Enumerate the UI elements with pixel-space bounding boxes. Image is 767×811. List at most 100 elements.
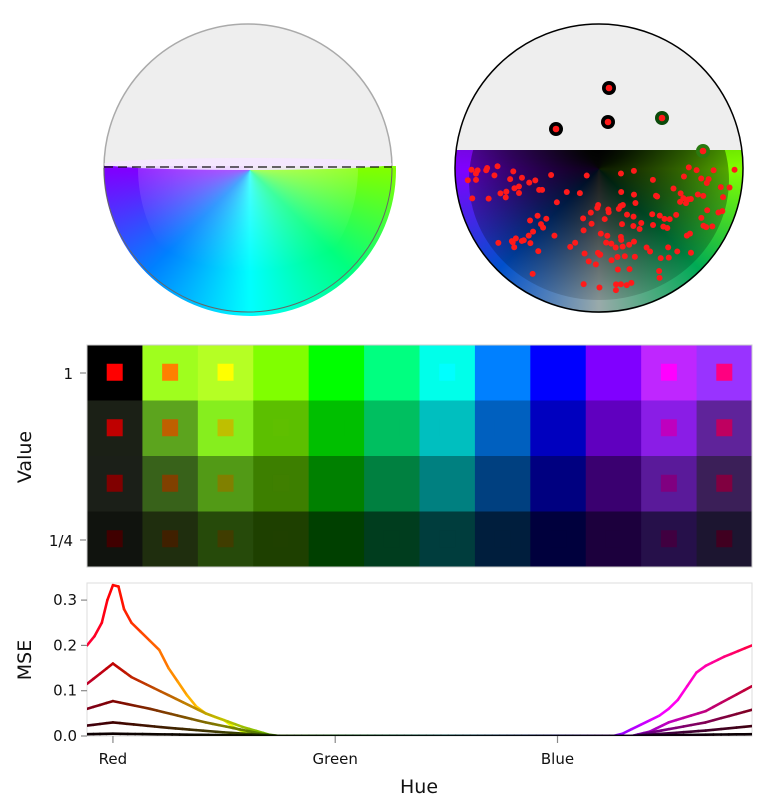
red-point bbox=[685, 164, 692, 171]
red-point bbox=[601, 216, 608, 223]
red-point bbox=[472, 170, 479, 177]
value-hue-grid bbox=[87, 345, 753, 568]
mse-line-segment bbox=[182, 701, 193, 708]
grid-cell-inner bbox=[494, 419, 511, 437]
red-point bbox=[654, 193, 661, 200]
grid-cell-inner bbox=[439, 363, 456, 381]
mse-line-segment bbox=[139, 630, 152, 643]
red-point bbox=[508, 238, 515, 245]
red-point bbox=[677, 198, 684, 205]
mse-line-segment bbox=[176, 680, 189, 697]
mse-line-segment bbox=[93, 621, 104, 638]
grid-cell-inner bbox=[660, 419, 677, 437]
red-point bbox=[507, 176, 514, 183]
red-point bbox=[731, 166, 738, 173]
xtick-label: Green bbox=[312, 750, 357, 768]
mse-line-segment bbox=[144, 683, 155, 690]
red-point bbox=[464, 177, 471, 184]
red-point bbox=[626, 266, 633, 273]
mse-line-segment bbox=[157, 648, 170, 670]
highlighted-point bbox=[658, 114, 666, 122]
red-point bbox=[612, 244, 619, 251]
grid-cell-inner bbox=[439, 530, 456, 548]
mse-line-segment bbox=[712, 716, 723, 722]
mse-line-segment bbox=[639, 718, 652, 726]
grid-cell-inner bbox=[660, 530, 677, 548]
red-point bbox=[618, 189, 625, 196]
mse-line-segment bbox=[105, 662, 115, 670]
red-point bbox=[604, 232, 611, 239]
red-point bbox=[617, 281, 624, 288]
grid-cell-inner bbox=[383, 419, 400, 437]
red-point bbox=[510, 168, 517, 175]
mse-line-segment bbox=[98, 667, 108, 676]
red-point bbox=[502, 194, 509, 201]
red-point bbox=[581, 250, 588, 257]
red-point bbox=[619, 243, 626, 250]
red-point bbox=[567, 243, 574, 250]
mse-line-segment bbox=[704, 718, 715, 724]
ytick-label: 0.0 bbox=[53, 727, 77, 745]
red-point bbox=[576, 190, 583, 197]
grid-cell-inner bbox=[272, 530, 289, 548]
red-point bbox=[632, 199, 639, 206]
red-point bbox=[583, 172, 590, 179]
red-point bbox=[630, 167, 637, 174]
mse-plot-frame bbox=[86, 582, 753, 737]
red-point bbox=[518, 174, 525, 181]
mse-line-segment bbox=[219, 717, 230, 723]
mse-line-segment bbox=[87, 635, 96, 647]
mse-line-segment bbox=[233, 722, 244, 729]
mse-line-segment bbox=[100, 598, 109, 625]
mse-ylabel: MSE bbox=[14, 640, 36, 680]
red-point bbox=[617, 203, 624, 210]
red-point bbox=[636, 225, 643, 232]
red-point bbox=[630, 191, 637, 198]
red-point bbox=[588, 220, 595, 227]
red-point bbox=[660, 223, 667, 230]
red-point bbox=[527, 217, 534, 224]
ytick-label: 0.3 bbox=[53, 591, 77, 609]
mse-line-segment bbox=[742, 684, 752, 692]
grid-cell-inner bbox=[605, 419, 622, 437]
left-hemisphere bbox=[103, 23, 396, 316]
red-point bbox=[592, 261, 599, 268]
mse-line-segment bbox=[735, 710, 746, 716]
mse-line-segment bbox=[196, 708, 207, 715]
grid-ylabel: Value bbox=[14, 431, 36, 483]
grid-cell-inner bbox=[328, 419, 345, 437]
grid-cell-inner bbox=[217, 530, 234, 548]
red-point bbox=[624, 211, 631, 218]
mse-yticks: 0.0 0.1 0.2 0.3 bbox=[53, 591, 87, 745]
grid-cell-inner bbox=[106, 530, 123, 548]
red-point bbox=[603, 239, 610, 246]
left-outline-bottom bbox=[103, 167, 393, 313]
grid-cell-inner bbox=[272, 419, 289, 437]
red-point bbox=[687, 249, 694, 256]
red-point bbox=[719, 208, 726, 215]
grid-cell-inner bbox=[106, 474, 123, 492]
red-point bbox=[608, 240, 615, 247]
red-point bbox=[710, 167, 717, 174]
left-rim-band bbox=[104, 158, 392, 170]
red-point bbox=[511, 244, 518, 251]
red-point bbox=[704, 207, 711, 214]
red-point bbox=[670, 185, 677, 192]
mse-line-segment bbox=[621, 727, 633, 736]
red-point bbox=[656, 267, 663, 274]
red-point bbox=[540, 224, 547, 231]
red-point bbox=[468, 166, 475, 173]
mse-line-segment bbox=[742, 708, 752, 714]
ytick-label: 0.1 bbox=[53, 682, 77, 700]
mse-line-segment bbox=[712, 701, 723, 709]
red-point bbox=[526, 179, 533, 186]
grid-cell-inner bbox=[550, 530, 567, 548]
red-point bbox=[694, 191, 701, 198]
red-point bbox=[720, 194, 727, 201]
red-point bbox=[511, 185, 518, 192]
grid-cell-inner bbox=[605, 530, 622, 548]
red-point bbox=[628, 279, 635, 286]
red-point bbox=[484, 165, 491, 172]
mse-line-segment bbox=[167, 693, 178, 701]
red-point bbox=[543, 215, 550, 222]
